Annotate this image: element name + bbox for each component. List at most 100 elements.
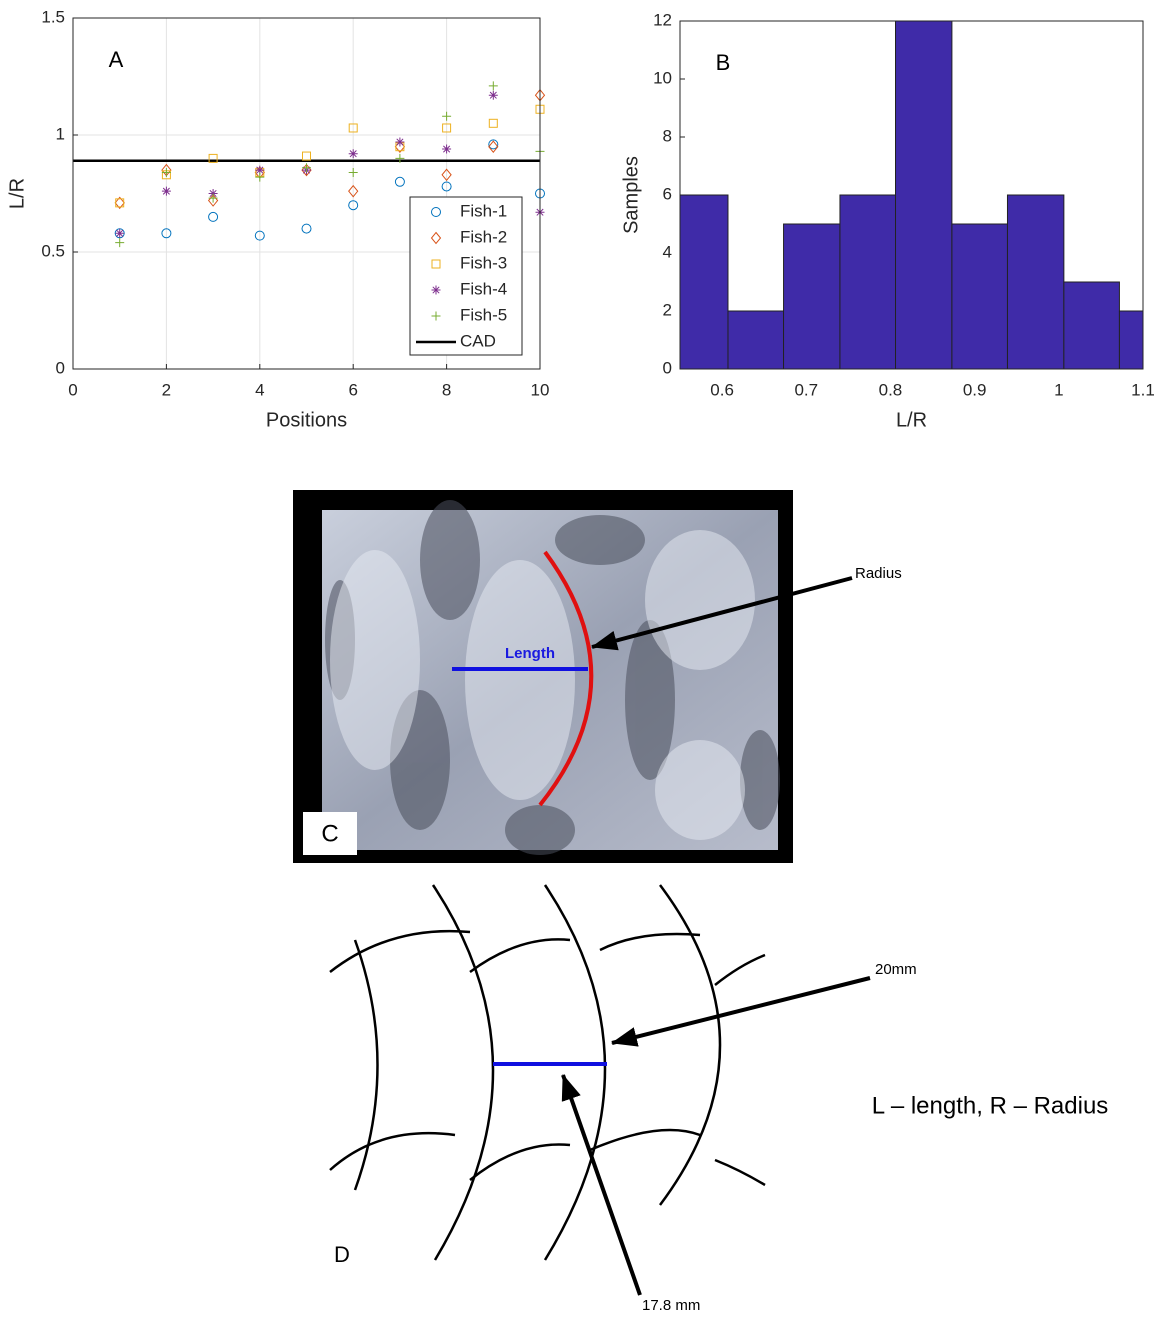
photo-panel: Length Radius C xyxy=(293,490,902,863)
y-axis-label: L/R xyxy=(6,178,28,209)
radius-value: 20mm xyxy=(875,961,917,978)
legend-marker xyxy=(431,285,441,295)
marker xyxy=(255,172,265,182)
legend-label: Fish-3 xyxy=(460,253,507,272)
marker xyxy=(394,176,405,187)
x-tick-label: 6 xyxy=(348,380,357,399)
legend xyxy=(409,196,523,356)
length-value: 17.8 mm xyxy=(642,1297,700,1314)
marker xyxy=(115,198,125,208)
y-tick-label: 8 xyxy=(663,126,672,145)
marker xyxy=(301,223,312,234)
bar xyxy=(680,194,729,369)
axes-box xyxy=(679,20,1144,370)
marker xyxy=(301,163,312,177)
legend-marker xyxy=(431,311,441,321)
panel-label: C xyxy=(321,820,338,847)
x-tick-label: 0.6 xyxy=(710,380,734,399)
marker xyxy=(488,139,499,150)
marker xyxy=(348,167,358,177)
marker xyxy=(208,153,218,163)
y-tick-label: 6 xyxy=(663,184,672,203)
bar xyxy=(783,223,841,369)
legend-marker xyxy=(430,231,442,245)
marker xyxy=(488,118,498,128)
x-tick-label: 8 xyxy=(442,380,451,399)
bar xyxy=(951,223,1008,369)
marker xyxy=(441,181,452,192)
marker xyxy=(395,153,405,163)
legend-label: Fish-1 xyxy=(460,201,507,220)
marker xyxy=(488,81,498,91)
bar xyxy=(1063,281,1120,369)
bar xyxy=(1006,194,1065,369)
marker xyxy=(114,196,125,210)
marker xyxy=(488,90,498,100)
marker xyxy=(208,193,218,203)
legend-marker xyxy=(431,259,441,269)
x-tick-label: 0.8 xyxy=(879,380,903,399)
legend-label: Fish-5 xyxy=(460,305,507,324)
legend-label: Fish-2 xyxy=(460,227,507,246)
radius-arc xyxy=(538,550,594,807)
panel-label: D xyxy=(334,1242,350,1267)
y-tick-label: 0 xyxy=(663,358,672,377)
bars xyxy=(680,21,1143,369)
bar xyxy=(727,310,785,369)
x-tick-label: 0.9 xyxy=(963,380,987,399)
marker xyxy=(395,137,405,147)
marker xyxy=(115,238,125,248)
marker xyxy=(441,168,452,182)
arrow xyxy=(591,576,853,651)
diagram-panel xyxy=(329,884,871,1296)
x-axis-label: L/R xyxy=(896,409,927,431)
axes-box xyxy=(72,17,541,370)
bar xyxy=(895,21,953,369)
y-tick-label: 0.5 xyxy=(41,241,65,260)
x-tick-label: 4 xyxy=(255,380,264,399)
label-box xyxy=(303,812,357,855)
marker xyxy=(161,228,172,239)
arrow xyxy=(611,976,871,1047)
arrow xyxy=(561,1074,642,1296)
legend-text: L – length, R – Radius xyxy=(872,1092,1109,1119)
marker xyxy=(488,140,499,153)
marker xyxy=(207,194,219,207)
marker xyxy=(208,189,218,198)
y-tick-label: 2 xyxy=(663,300,672,319)
marker xyxy=(348,123,358,133)
y-tick-label: 1 xyxy=(56,124,65,143)
marker xyxy=(442,123,452,133)
marker xyxy=(442,144,452,154)
radius-label: Radius xyxy=(855,565,902,582)
legend-label: Fish-4 xyxy=(460,279,507,298)
bar xyxy=(839,194,897,369)
marker xyxy=(161,186,171,196)
y-tick-label: 4 xyxy=(663,242,672,261)
x-tick-label: 0 xyxy=(68,380,77,399)
y-tick-label: 1.5 xyxy=(41,7,65,26)
y-tick-label: 12 xyxy=(653,10,672,29)
marker xyxy=(348,200,359,211)
panel-label: A xyxy=(109,47,124,72)
x-tick-label: 10 xyxy=(531,380,550,399)
marker xyxy=(302,163,311,173)
x-tick-label: 1.1 xyxy=(1131,380,1155,399)
marker xyxy=(442,111,452,121)
marker xyxy=(208,211,219,222)
y-tick-label: 10 xyxy=(653,68,672,87)
x-tick-label: 1 xyxy=(1054,380,1063,399)
y-axis-label: Samples xyxy=(620,156,642,234)
marker xyxy=(254,230,265,241)
x-tick-label: 0.7 xyxy=(794,380,818,399)
marker xyxy=(115,228,125,238)
panel-label: B xyxy=(716,50,731,75)
legend-marker xyxy=(431,207,441,217)
bar xyxy=(1118,310,1143,369)
marker xyxy=(161,167,171,177)
marker xyxy=(348,149,358,159)
length-label: Length xyxy=(505,645,555,662)
marker xyxy=(348,184,359,198)
x-tick-label: 2 xyxy=(162,380,171,399)
